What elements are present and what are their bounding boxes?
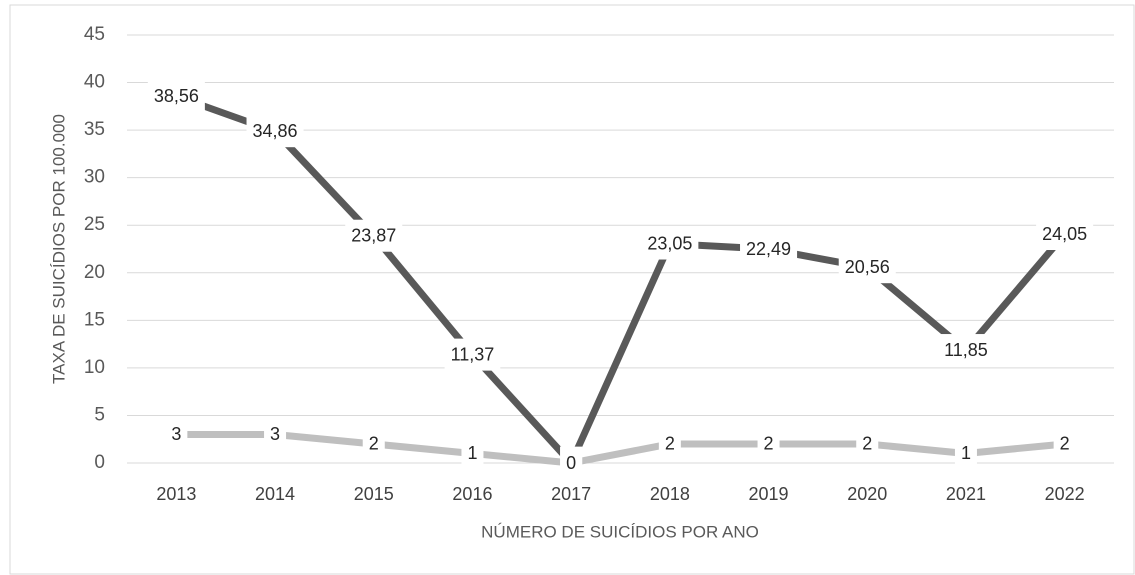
x-tick-label: 2019	[749, 484, 789, 504]
data-label-box	[856, 427, 879, 460]
data-label-box	[954, 437, 977, 470]
y-axis-title: TAXA DE SUICÍDIOS POR 100.000	[49, 114, 68, 384]
data-label-text: 2	[764, 434, 774, 454]
data-label: 3	[264, 418, 287, 451]
data-label-text: 0	[566, 453, 576, 473]
data-label-box	[345, 219, 403, 252]
data-label: 1	[954, 437, 977, 470]
data-label: 24,05	[1036, 218, 1094, 251]
data-label-box	[264, 418, 287, 451]
data-label: 23,05	[641, 227, 699, 260]
data-label-text: 11,37	[451, 345, 495, 365]
x-tick-label: 2020	[847, 484, 887, 504]
data-label: 2	[856, 427, 879, 460]
data-label: 20,56	[838, 251, 896, 284]
data-label-box	[838, 251, 896, 284]
x-tick-label: 2015	[354, 484, 394, 504]
x-tick-label: 2022	[1045, 484, 1085, 504]
data-label: 2	[362, 427, 385, 460]
series-line	[176, 430, 1065, 467]
data-label-text: 2	[862, 434, 872, 454]
data-label: 22,49	[740, 232, 798, 265]
data-label: 38,56	[147, 80, 205, 113]
data-label: 3	[165, 418, 188, 451]
data-label: 23,87	[345, 219, 403, 252]
data-label-box	[658, 427, 681, 460]
data-label: 34,86	[246, 115, 304, 148]
data-label-box	[444, 338, 501, 371]
data-label-text: 24,05	[1042, 224, 1087, 244]
x-tick-label: 2014	[255, 484, 295, 504]
data-label-box	[740, 232, 798, 265]
data-label-box	[641, 227, 699, 260]
data-label: 11,37	[444, 338, 501, 371]
data-label-box	[461, 437, 484, 470]
data-label: 2	[1053, 427, 1076, 460]
data-label-text: 1	[467, 443, 477, 463]
data-label: 2	[658, 427, 681, 460]
y-tick-label: 10	[84, 357, 105, 378]
data-label-box	[165, 418, 188, 451]
y-tick-label: 40	[84, 72, 105, 93]
y-tick-label: 35	[84, 119, 105, 140]
y-tick-label: 30	[84, 167, 105, 188]
data-label-text: 3	[171, 424, 181, 444]
data-label-box	[757, 427, 780, 460]
data-label-text: 2	[369, 434, 379, 454]
data-label-text: 23,87	[351, 226, 396, 246]
data-label-text: 23,05	[647, 234, 692, 254]
data-label-box	[1053, 427, 1076, 460]
data-label: 1	[461, 437, 484, 470]
data-label-text: 34,86	[253, 121, 298, 141]
data-label-box	[560, 446, 583, 479]
y-tick-label: 0	[94, 452, 105, 473]
x-tick-label: 2013	[156, 484, 196, 504]
data-label-text: 20,56	[845, 257, 890, 277]
data-label-text: 38,56	[154, 86, 199, 106]
data-label-text: 2	[1060, 434, 1070, 454]
data-label-box	[246, 115, 304, 148]
y-tick-label: 20	[84, 262, 105, 283]
y-tick-label: 15	[84, 309, 105, 330]
x-tick-label: 2021	[946, 484, 986, 504]
data-label-box	[938, 334, 994, 367]
x-tick-label: 2016	[452, 484, 492, 504]
x-axis-title: NÚMERO DE SUICÍDIOS POR ANO	[481, 522, 759, 541]
y-tick-label: 5	[94, 404, 105, 425]
data-label: 0	[560, 446, 583, 479]
data-label-text: 22,49	[746, 239, 791, 259]
data-label-box	[147, 80, 205, 113]
x-tick-label: 2018	[650, 484, 690, 504]
data-label-text: 3	[270, 424, 280, 444]
y-tick-label: 45	[84, 24, 105, 45]
x-tick-label: 2017	[551, 484, 591, 504]
data-label-box	[1036, 218, 1094, 251]
data-label: 2	[757, 427, 780, 460]
y-tick-label: 25	[84, 214, 105, 235]
data-label: 11,85	[938, 334, 994, 367]
data-label-text: 1	[961, 443, 971, 463]
data-label-text: 2	[665, 434, 675, 454]
data-label-text: 11,85	[944, 340, 988, 360]
series-line	[175, 92, 1068, 467]
data-label-box	[362, 427, 385, 460]
